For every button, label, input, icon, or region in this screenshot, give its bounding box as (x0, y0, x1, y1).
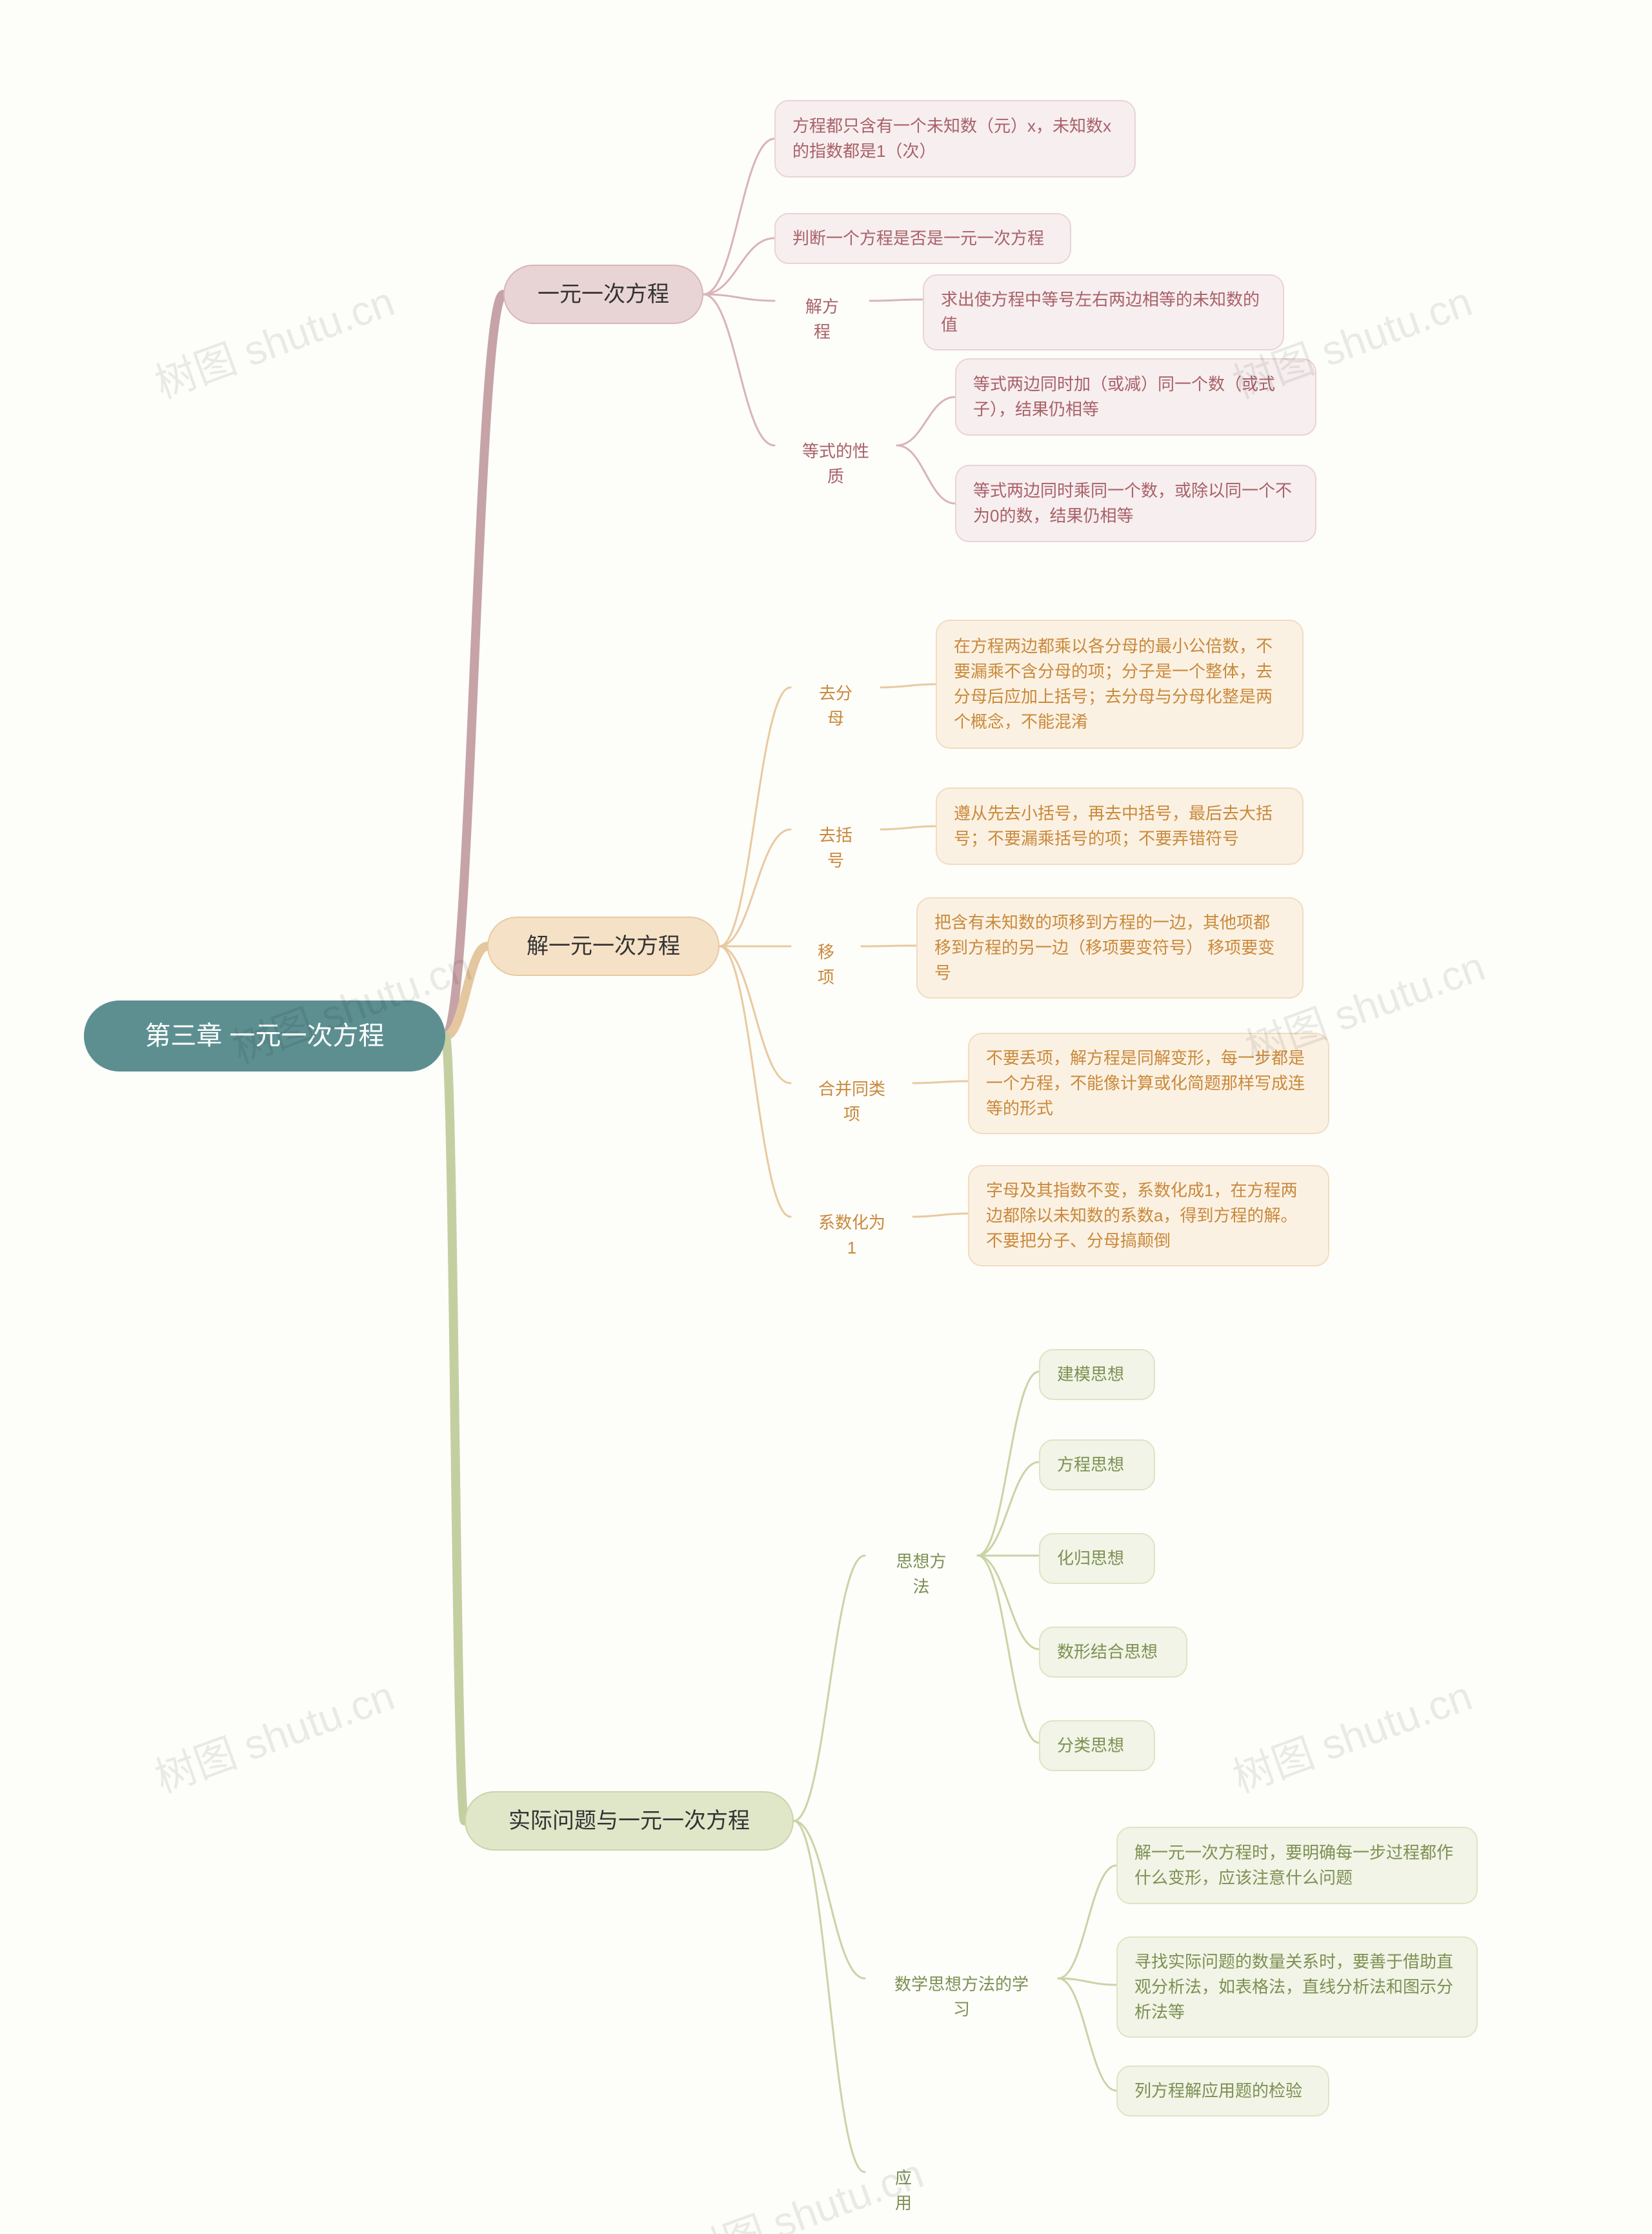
node-label: 解方程 (798, 294, 847, 345)
node-label: 判断一个方程是否是一元一次方程 (792, 226, 1044, 251)
node-root[interactable]: 第三章 一元一次方程 (84, 1000, 445, 1071)
connector (445, 946, 487, 1036)
node-label: 移项 (814, 940, 838, 990)
connector (720, 687, 791, 946)
node-label: 建模思想 (1057, 1362, 1124, 1387)
node-b3c1a[interactable]: 建模思想 (1039, 1349, 1155, 1400)
connector (703, 139, 774, 294)
node-label: 系数化为1 (814, 1210, 890, 1261)
node-label: 数学思想方法的学习 (888, 1972, 1035, 2022)
node-label: 方程都只含有一个未知数（元）x，未知数x的指数都是1（次） (792, 114, 1118, 164)
node-label: 解一元一次方程时，要明确每一步过程都作什么变形，应该注意什么问题 (1134, 1840, 1460, 1891)
watermark-text: 树图 shutu.cn (149, 1672, 400, 1802)
node-b3c2b[interactable]: 寻找实际问题的数量关系时，要善于借助直观分析法，如表格法，直线分析法和图示分析法… (1116, 1936, 1478, 2038)
node-b2[interactable]: 解一元一次方程 (487, 917, 720, 976)
node-b3c1c[interactable]: 化归思想 (1039, 1533, 1155, 1584)
connector (897, 397, 955, 445)
node-b2c2[interactable]: 去括号 (791, 810, 881, 886)
node-b2c4a[interactable]: 不要丢项，解方程是同解变形，每一步都是一个方程，不能像计算或化简题那样写成连等的… (968, 1033, 1329, 1134)
node-b1c4b[interactable]: 等式两边同时乘同一个数，或除以同一个不为0的数，结果仍相等 (955, 465, 1316, 542)
node-b1c1[interactable]: 方程都只含有一个未知数（元）x，未知数x的指数都是1（次） (774, 100, 1136, 178)
node-label: 一元一次方程 (538, 278, 669, 311)
connector (794, 1556, 865, 1821)
node-label: 不要丢项，解方程是同解变形，每一步都是一个方程，不能像计算或化简题那样写成连等的… (986, 1046, 1311, 1121)
node-label: 在方程两边都乘以各分母的最小公倍数，不要漏乘不含分母的项；分子是一个整体，去分母… (954, 634, 1285, 735)
connector (1058, 1978, 1116, 2091)
node-b3[interactable]: 实际问题与一元一次方程 (465, 1791, 794, 1851)
node-label: 求出使方程中等号左右两边相等的未知数的值 (941, 287, 1266, 338)
node-label: 等式的性质 (798, 439, 874, 489)
connector (978, 1462, 1039, 1556)
connector (881, 826, 936, 829)
node-label: 列方程解应用题的检验 (1134, 2078, 1302, 2104)
node-label: 化归思想 (1057, 1546, 1124, 1571)
node-b2c2a[interactable]: 遵从先去小括号，再去中括号，最后去大括号；不要漏乘括号的项；不要弄错符号 (936, 787, 1304, 865)
watermark: 树图 shutu.cn (146, 269, 401, 410)
node-b2c1[interactable]: 去分母 (791, 668, 881, 744)
connector (703, 294, 774, 301)
node-label: 思想方法 (888, 1549, 954, 1599)
connector (913, 1081, 968, 1083)
node-b3c3[interactable]: 应用 (865, 2153, 942, 2229)
connector (794, 1821, 865, 1978)
node-label: 第三章 一元一次方程 (145, 1017, 384, 1055)
node-b3c1[interactable]: 思想方法 (865, 1536, 978, 1612)
watermark: 树图 shutu.cn (146, 1663, 401, 1804)
node-label: 方程思想 (1057, 1452, 1124, 1477)
node-label: 数形结合思想 (1057, 1640, 1158, 1665)
watermark: 树图 shutu.cn (1224, 1663, 1479, 1804)
connector (913, 1213, 968, 1217)
node-label: 去括号 (814, 823, 858, 873)
connector (720, 946, 791, 1083)
node-label: 合并同类项 (814, 1077, 890, 1127)
node-label: 字母及其指数不变，系数化成1，在方程两边都除以未知数的系数a，得到方程的解。不要… (986, 1178, 1311, 1254)
node-label: 遵从先去小括号，再去中括号，最后去大括号；不要漏乘括号的项；不要弄错符号 (954, 801, 1285, 851)
node-b3c1e[interactable]: 分类思想 (1039, 1720, 1155, 1771)
connector (703, 294, 774, 445)
node-label: 实际问题与一元一次方程 (509, 1805, 750, 1838)
connector (720, 829, 791, 946)
connector (897, 445, 955, 503)
node-b3c2c[interactable]: 列方程解应用题的检验 (1116, 2066, 1329, 2117)
watermark-text: 树图 shutu.cn (149, 278, 400, 407)
node-b1c3a[interactable]: 求出使方程中等号左右两边相等的未知数的值 (923, 274, 1284, 350)
mindmap-canvas: 第三章 一元一次方程 一元一次方程解一元一次方程实际问题与一元一次方程 方程都只含有… (0, 0, 1652, 2234)
connector (978, 1556, 1039, 1649)
connector (978, 1372, 1039, 1556)
node-b1c4[interactable]: 等式的性质 (774, 426, 897, 502)
watermark-text: 树图 shutu.cn (1227, 1672, 1478, 1802)
connector (720, 946, 791, 1217)
node-b2c5a[interactable]: 字母及其指数不变，系数化成1，在方程两边都除以未知数的系数a，得到方程的解。不要… (968, 1165, 1329, 1266)
node-label: 解一元一次方程 (527, 930, 680, 963)
node-label: 等式两边同时加（或减）同一个数（或式子），结果仍相等 (973, 372, 1298, 422)
node-b2c3[interactable]: 移项 (791, 927, 861, 1003)
node-label: 分类思想 (1057, 1733, 1124, 1758)
node-b1c4a[interactable]: 等式两边同时加（或减）同一个数（或式子），结果仍相等 (955, 358, 1316, 436)
connector (445, 294, 503, 1036)
node-b2c4[interactable]: 合并同类项 (791, 1064, 913, 1140)
node-label: 去分母 (814, 681, 858, 731)
node-b1c3[interactable]: 解方程 (774, 281, 870, 358)
node-b3c1b[interactable]: 方程思想 (1039, 1439, 1155, 1490)
connector (881, 684, 936, 687)
node-label: 把含有未知数的项移到方程的一边，其他项都移到方程的另一边（移项要变符号） 移项要… (934, 910, 1285, 986)
node-b3c2[interactable]: 数学思想方法的学习 (865, 1959, 1058, 2035)
connector (445, 1036, 465, 1821)
node-b3c1d[interactable]: 数形结合思想 (1039, 1627, 1187, 1678)
connector (1058, 1978, 1116, 1985)
node-b3c2a[interactable]: 解一元一次方程时，要明确每一步过程都作什么变形，应该注意什么问题 (1116, 1827, 1478, 1904)
node-b2c5[interactable]: 系数化为1 (791, 1197, 913, 1274)
node-label: 应用 (888, 2166, 919, 2216)
node-label: 寻找实际问题的数量关系时，要善于借助直观分析法，如表格法，直线分析法和图示分析法… (1134, 1949, 1460, 2025)
node-label: 等式两边同时乘同一个数，或除以同一个不为0的数，结果仍相等 (973, 478, 1298, 529)
connector (703, 238, 774, 294)
connector (794, 1821, 865, 2172)
connector (1058, 1865, 1116, 1978)
connector (870, 300, 923, 301)
node-b2c3a[interactable]: 把含有未知数的项移到方程的一边，其他项都移到方程的另一边（移项要变符号） 移项要… (916, 897, 1304, 999)
node-b1[interactable]: 一元一次方程 (503, 265, 703, 324)
connector (978, 1556, 1039, 1743)
node-b1c2[interactable]: 判断一个方程是否是一元一次方程 (774, 213, 1071, 264)
node-b2c1a[interactable]: 在方程两边都乘以各分母的最小公倍数，不要漏乘不含分母的项；分子是一个整体，去分母… (936, 620, 1304, 749)
